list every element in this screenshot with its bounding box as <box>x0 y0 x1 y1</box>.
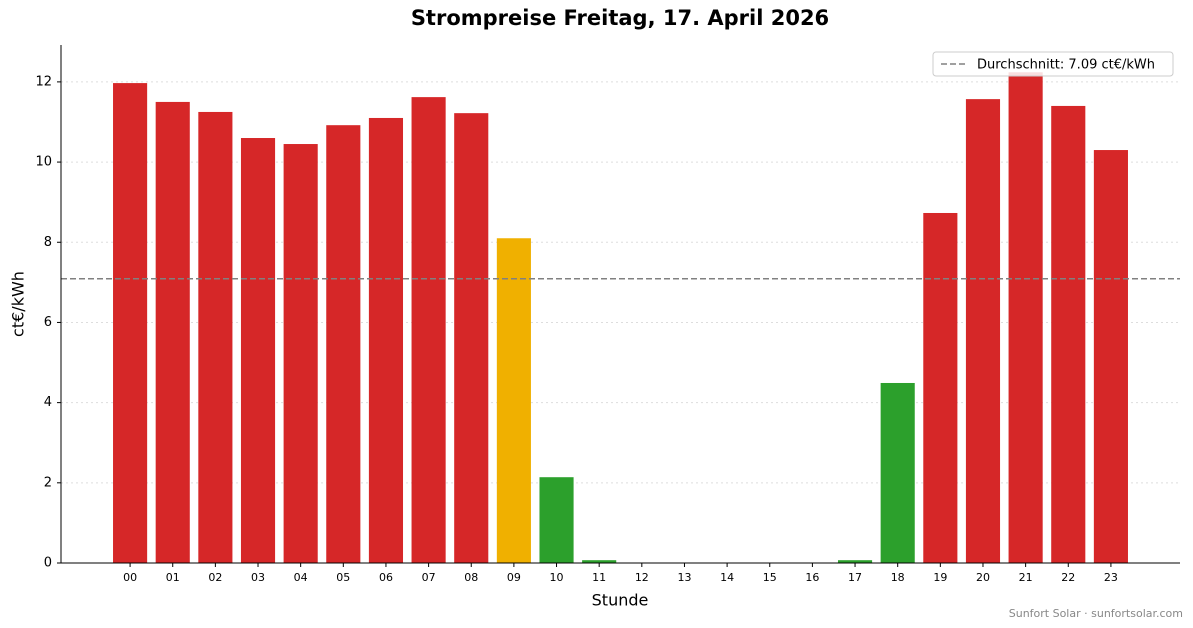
x-tick-label: 10 <box>550 571 564 584</box>
bar <box>155 101 190 563</box>
x-tick-label: 04 <box>294 571 308 584</box>
bar <box>837 560 873 563</box>
y-tick-label: 10 <box>35 155 52 170</box>
x-tick-label: 11 <box>592 571 606 584</box>
bar <box>454 113 489 563</box>
bar <box>1008 72 1043 564</box>
bar <box>240 138 276 563</box>
bar <box>368 117 404 563</box>
footer: Sunfort Solar · sunfortsolar.com <box>1009 607 1183 620</box>
x-tick-label: 22 <box>1061 571 1075 584</box>
x-tick-label: 08 <box>464 571 478 584</box>
bar <box>496 238 531 563</box>
x-tick-label: 00 <box>123 571 137 584</box>
x-tick-label: 19 <box>933 571 947 584</box>
x-tick-label: 20 <box>976 571 990 584</box>
x-tick-label: 21 <box>1019 571 1033 584</box>
bar <box>539 477 574 563</box>
x-tick-label: 02 <box>208 571 222 584</box>
x-tick-label: 16 <box>805 571 819 584</box>
legend-box <box>932 51 1174 77</box>
x-axis-label: Stunde <box>592 591 649 610</box>
bar <box>411 97 446 564</box>
bar <box>283 144 318 563</box>
y-tick-label: 4 <box>44 395 52 410</box>
x-tick-label: 18 <box>891 571 905 584</box>
x-tick-label: 06 <box>379 571 393 584</box>
bar <box>113 83 148 564</box>
chart-title: Strompreise Freitag, 17. April 2026 <box>411 6 829 30</box>
bar <box>965 99 1001 563</box>
legend-label: Durchschnitt: 7.09 ct€/kWh <box>977 58 1155 73</box>
y-tick-label: 8 <box>44 235 52 250</box>
x-tick-label: 07 <box>422 571 436 584</box>
x-tick-label: 15 <box>763 571 777 584</box>
x-tick-label: 13 <box>677 571 691 584</box>
bar <box>1051 105 1086 564</box>
y-tick-label: 2 <box>44 475 52 490</box>
x-tick-label: 14 <box>720 571 734 584</box>
x-tick-label: 05 <box>336 571 350 584</box>
x-tick-label: 12 <box>635 571 649 584</box>
x-tick-label: 03 <box>251 571 265 584</box>
bar <box>880 382 915 563</box>
bar <box>923 212 958 563</box>
y-axis-label: ct€/kWh <box>9 271 28 337</box>
bar <box>326 125 361 563</box>
y-tick-label: 12 <box>35 74 52 89</box>
bar <box>198 111 233 563</box>
x-tick-label: 23 <box>1104 571 1118 584</box>
y-tick-label: 6 <box>44 315 52 330</box>
x-tick-label: 01 <box>166 571 180 584</box>
bar <box>1093 150 1128 564</box>
y-tick-label: 0 <box>44 556 52 571</box>
bar <box>582 560 617 563</box>
x-tick-label: 17 <box>848 571 862 584</box>
x-tick-label: 09 <box>507 571 521 584</box>
